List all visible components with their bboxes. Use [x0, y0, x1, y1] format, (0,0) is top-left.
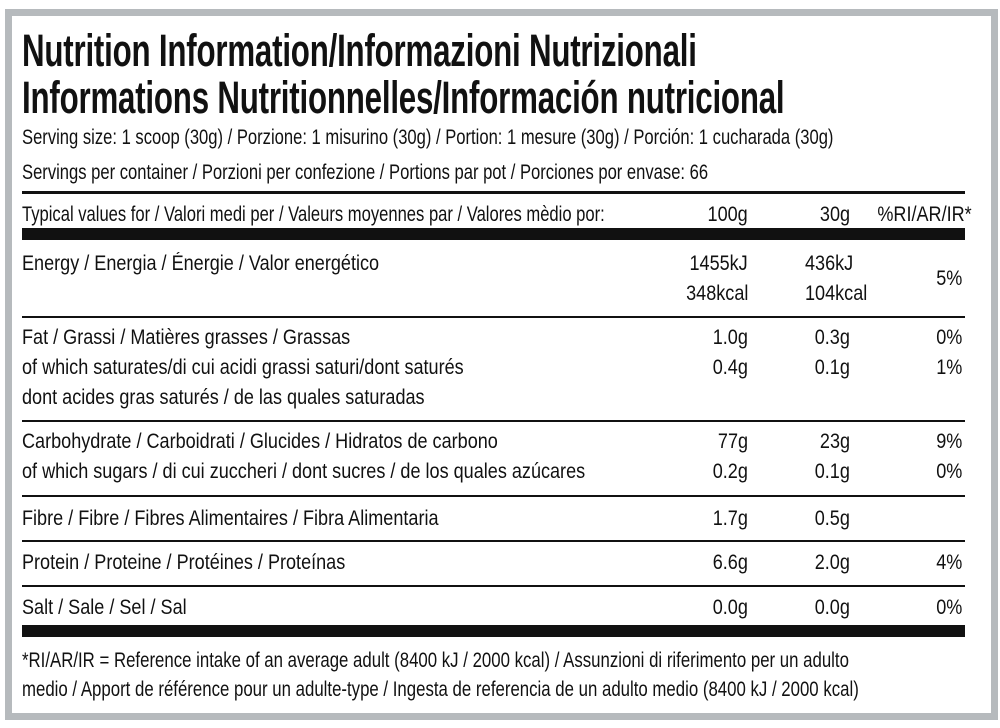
carbohydrate-label: Carbohydrate / Carboidrati / Glucides / … [22, 430, 498, 453]
header-30g: 30g [819, 203, 850, 226]
carbohydrate-ri: 9% [935, 430, 962, 453]
fibre-100g: 1.7g [712, 507, 748, 530]
fibre-label: Fibre / Fibre / Fibres Alimentaires / Fi… [22, 507, 439, 530]
energy-label: Energy / Energia / Énergie / Valor energ… [22, 252, 380, 275]
protein-ri: 4% [935, 551, 962, 574]
sugars-30g: 0.1g [814, 460, 850, 483]
label-border [5, 9, 998, 720]
servings-per-container: Servings per container / Porzioni per co… [22, 161, 709, 184]
salt-100g: 0.0g [712, 596, 748, 619]
header-label: Typical values for / Valori medi per / V… [22, 203, 605, 226]
sugars-100g: 0.2g [712, 460, 748, 483]
energy-ri: 5% [935, 267, 962, 290]
footnote-line-1: *RI/AR/IR = Reference intake of an avera… [22, 649, 849, 672]
saturates-label: of which saturates/di cui acidi grassi s… [22, 356, 464, 379]
title-line-2: Informations Nutritionnelles/Información… [22, 72, 785, 123]
salt-label: Salt / Sale / Sel / Sal [22, 596, 187, 619]
saturates-100g: 0.4g [712, 356, 748, 379]
protein-100g: 6.6g [712, 551, 748, 574]
divider [22, 191, 965, 194]
salt-ri: 0% [935, 596, 962, 619]
fat-ri: 0% [935, 326, 962, 349]
divider [22, 540, 965, 542]
fibre-30g: 0.5g [814, 507, 850, 530]
energy-kcal-30g: 104kcal [805, 282, 868, 305]
carbohydrate-30g: 23g [819, 430, 850, 453]
saturates-30g: 0.1g [814, 356, 850, 379]
divider [22, 585, 965, 587]
title-line-1: Nutrition Information/Informazioni Nutri… [22, 25, 697, 76]
carbohydrate-100g: 77g [717, 430, 748, 453]
divider-thick [22, 625, 965, 637]
header-ri: %RI/AR/IR* [877, 203, 972, 226]
saturates-ri: 1% [935, 356, 962, 379]
energy-kj-100g: 1455kJ [689, 252, 748, 275]
salt-30g: 0.0g [814, 596, 850, 619]
protein-30g: 2.0g [814, 551, 850, 574]
fat-30g: 0.3g [814, 326, 850, 349]
serving-size: Serving size: 1 scoop (30g) / Porzione: … [22, 126, 834, 149]
sugars-ri: 0% [935, 460, 962, 483]
energy-kj-30g: 436kJ [805, 252, 854, 275]
divider-thick [22, 228, 965, 240]
sugars-label: of which sugars / di cui zuccheri / dont… [22, 460, 586, 483]
protein-label: Protein / Proteine / Protéines / Proteín… [22, 551, 346, 574]
energy-kcal-100g: 348kcal [685, 282, 748, 305]
footnote-line-2: medio / Apport de référence pour un adul… [22, 678, 859, 701]
fat-100g: 1.0g [712, 326, 748, 349]
saturates-label-2: dont acides gras saturés / de las quales… [22, 386, 425, 409]
divider [22, 495, 965, 497]
divider [22, 316, 965, 318]
fat-label: Fat / Grassi / Matières grasses / Grassa… [22, 326, 351, 349]
divider [22, 420, 965, 422]
header-100g: 100g [707, 203, 748, 226]
